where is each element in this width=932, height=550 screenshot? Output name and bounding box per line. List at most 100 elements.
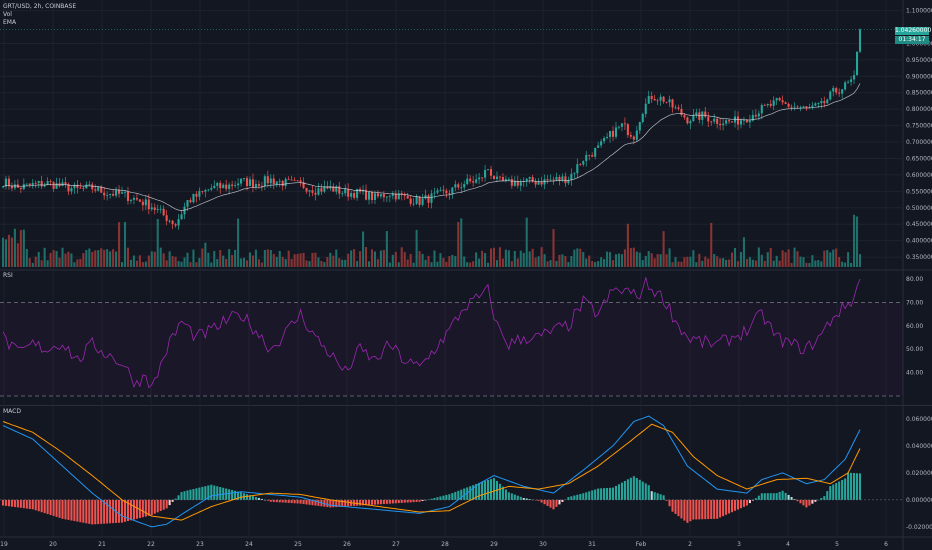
volume-bar — [742, 237, 745, 267]
candle-body — [576, 164, 579, 174]
candle-body — [555, 176, 558, 180]
candle-body — [174, 224, 177, 226]
volume-bar — [1, 237, 5, 267]
macd-histogram-bar — [760, 493, 763, 500]
candle-body — [823, 101, 826, 104]
candle-body — [454, 184, 457, 188]
macd-histogram-bar — [504, 489, 507, 500]
volume-bar — [507, 250, 510, 267]
macd-histogram-bar — [811, 499, 814, 504]
candle-body — [495, 176, 499, 179]
candle-body — [254, 184, 257, 187]
macd-histogram-bar — [231, 490, 234, 500]
macd-histogram-bar — [567, 497, 570, 500]
macd-histogram-bar — [719, 499, 722, 518]
volume-bar — [632, 247, 635, 267]
candle-body — [225, 184, 228, 189]
macd-histogram-bar — [844, 478, 847, 500]
volume-bar — [677, 261, 680, 267]
candle-body — [242, 178, 246, 179]
candle-body — [534, 181, 537, 185]
volume-bar — [70, 253, 73, 267]
price-axis-tick: 0.90000000 — [906, 73, 932, 80]
ema-line — [2, 83, 861, 211]
macd-histogram-bar — [647, 485, 650, 500]
candle-body — [704, 111, 707, 117]
volume-bar — [564, 256, 567, 267]
price-axis-tick: 1.10000000 — [906, 8, 932, 15]
macd-histogram-bar — [156, 499, 159, 513]
macd-histogram-bar — [379, 499, 382, 505]
volume-bar — [326, 256, 329, 267]
macd-histogram-bar — [123, 499, 127, 522]
candle-body — [793, 106, 796, 108]
candle-body — [305, 187, 308, 192]
candle-body — [844, 82, 847, 90]
macd-histogram-bar — [67, 499, 70, 520]
volume-bar — [61, 247, 64, 267]
candle-body — [159, 208, 162, 210]
x-tick-label: 4 — [786, 541, 790, 548]
macd-histogram-bar — [278, 499, 281, 503]
candle-body — [781, 100, 784, 103]
macd-histogram-bar — [594, 489, 597, 500]
candle-body — [472, 181, 475, 183]
volume-bar — [138, 255, 141, 267]
volume-bar — [385, 231, 388, 267]
volume-bar — [302, 252, 305, 267]
macd-histogram-bar — [186, 490, 189, 500]
candle-body — [492, 175, 496, 179]
candle-body — [641, 114, 644, 123]
candle-body — [112, 194, 115, 196]
volume-bar — [272, 254, 275, 267]
candle-body — [141, 201, 144, 206]
macd-histogram-bar — [638, 479, 641, 500]
candle-body — [189, 200, 192, 203]
macd-histogram-bar — [308, 499, 311, 505]
candle-body — [7, 178, 10, 187]
volume-bar — [153, 251, 156, 267]
macd-histogram-bar — [653, 492, 656, 500]
macd-histogram-bar — [742, 499, 745, 507]
macd-histogram-bar — [391, 499, 394, 504]
volume-bar — [492, 247, 496, 267]
macd-histogram-bar — [272, 499, 275, 502]
price-axis-tick: 0.95000000 — [906, 57, 932, 64]
volume-bar — [817, 260, 820, 267]
candle-body — [805, 106, 808, 108]
price-axis-tick: 0.35000000 — [906, 254, 932, 261]
candle-body — [260, 185, 263, 187]
candle-body — [510, 178, 513, 186]
macd-histogram-bar — [754, 498, 757, 500]
volume-bar — [751, 259, 754, 267]
macd-histogram-bar — [367, 499, 371, 505]
volume-bar — [606, 251, 609, 267]
volume-bar — [475, 252, 478, 267]
volume-bar — [820, 261, 823, 267]
macd-histogram-bar — [698, 499, 701, 520]
macd-histogram-bar — [31, 499, 34, 510]
macd-histogram-bar — [528, 499, 531, 500]
macd-histogram-bar — [650, 491, 653, 500]
macd-histogram-bar — [713, 499, 716, 519]
macd-histogram-bar — [311, 499, 314, 506]
candle-body — [466, 178, 469, 185]
candle-body — [439, 189, 442, 191]
candle-body — [683, 115, 686, 118]
candle-body — [421, 198, 424, 205]
volume-bar — [338, 258, 341, 267]
macd-histogram-bar — [748, 499, 751, 504]
macd-histogram-bar — [623, 480, 626, 500]
candle-body — [427, 195, 430, 203]
candle-body — [364, 189, 368, 200]
candle-body — [507, 178, 510, 180]
candle-body — [481, 177, 484, 179]
volume-bar — [674, 257, 677, 267]
volume-bar — [73, 262, 76, 267]
macd-histogram-bar — [296, 499, 299, 504]
volume-bar — [716, 256, 719, 267]
volume-bar — [314, 252, 317, 267]
volume-bar — [320, 260, 323, 267]
candle-body — [561, 176, 564, 181]
